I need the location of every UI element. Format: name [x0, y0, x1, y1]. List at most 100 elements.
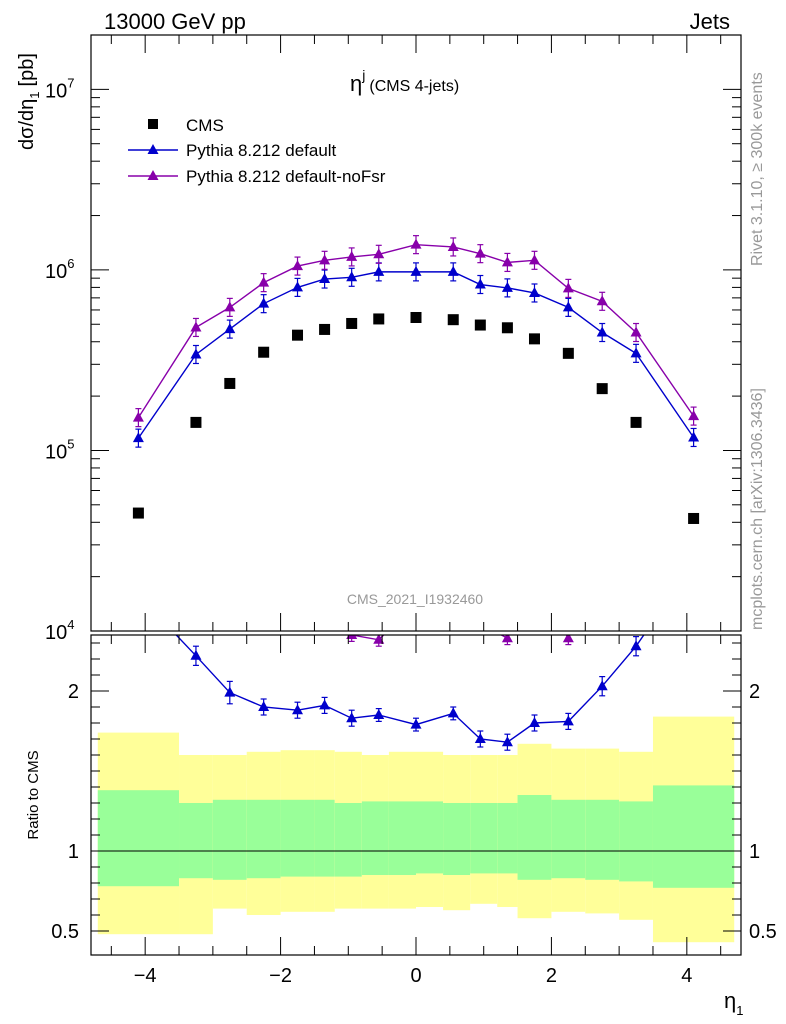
ratio-panel: −4 −2 0 2 4 0.5 0.5 1 1 2 2 Ratio to CMS [25, 501, 777, 987]
uncertainty-band-inner [212, 799, 247, 880]
data-point-pythia-nofsr [258, 276, 270, 287]
uncertainty-band-inner [551, 799, 586, 879]
uncertainty-band-inner [280, 799, 315, 877]
uncertainty-band-inner [246, 799, 281, 879]
ratio-point-pythia-nofsr [631, 501, 642, 511]
data-point-cms [474, 319, 486, 331]
data-point-pythia-nofsr [292, 260, 304, 271]
data-point-pythia-default [319, 273, 331, 284]
ratio-point-pythia-default [319, 699, 331, 710]
uncertainty-band-inner [388, 801, 416, 875]
y-tick-label: 105 [45, 436, 74, 463]
data-point-cms [596, 383, 608, 395]
data-point-pythia-nofsr [562, 282, 574, 293]
data-point-cms [319, 323, 331, 335]
data-point-pythia-nofsr [224, 301, 236, 312]
ratio-tick-label-right: 2 [749, 681, 760, 703]
data-point-pythia-default [562, 301, 574, 312]
ratio-point-pythia-default [447, 707, 459, 718]
y-tick-label: 104 [45, 617, 74, 644]
x-tick-label: 4 [681, 965, 692, 987]
data-point-cms [258, 346, 270, 358]
data-point-pythia-default [132, 432, 144, 443]
ratio-point-pythia-default [474, 733, 486, 743]
data-point-pythia-nofsr [132, 411, 144, 422]
legend-marker-pythia-default [147, 144, 159, 154]
y-tick-label: 106 [45, 256, 74, 283]
data-point-cms [688, 512, 700, 524]
ratio-point-pythia-nofsr [190, 509, 201, 519]
ratio-point-pythia-nofsr [224, 581, 235, 591]
data-point-cms [292, 329, 304, 341]
header-jets-label: Jets [690, 9, 730, 34]
x-axis-label: η1 [724, 988, 743, 1018]
ratio-point-pythia-default [630, 640, 642, 651]
y-tick-label: 107 [45, 75, 74, 102]
ratio-tick-label-right: 1 [749, 841, 760, 863]
uncertainty-band-inner [619, 801, 653, 882]
legend-entry-pythia-nofsr: Pythia 8.212 default-noFsr [128, 167, 386, 186]
x-tick-label: 2 [546, 965, 557, 987]
data-point-pythia-default [447, 265, 459, 276]
ratio-point-pythia-nofsr [529, 573, 540, 583]
data-point-pythia-nofsr [630, 326, 642, 337]
main-panel: 104 105 106 107 ηj(CMS 4-jets) CMS_2021_I19… [16, 34, 742, 644]
data-point-pythia-nofsr [474, 247, 486, 258]
ratio-point-pythia-nofsr [346, 635, 358, 639]
uncertainty-band-inner [314, 799, 335, 877]
uncertainty-band-inner [334, 803, 362, 877]
data-point-pythia-default [410, 265, 422, 276]
ratio-point-pythia-nofsr [258, 619, 269, 629]
data-point-cms [630, 416, 642, 428]
uncertainty-band-inner [470, 803, 498, 874]
ratio-point-pythia-default [346, 712, 358, 723]
data-point-pythia-default [528, 286, 540, 297]
ratio-y-axis-label: Ratio to CMS [25, 750, 42, 839]
data-point-pythia-nofsr [319, 254, 331, 265]
uncertainty-band-inner [517, 795, 552, 880]
legend-label-cms: CMS [186, 116, 224, 135]
legend-entry-cms: CMS [148, 116, 224, 135]
uncertainty-band-inner [652, 785, 735, 888]
data-point-pythia-default [501, 281, 513, 292]
data-point-pythia-nofsr [447, 240, 459, 251]
mcplots-label: mcplots.cern.ch [arXiv:1306.3436] [749, 388, 766, 630]
uncertainty-band-inner [443, 803, 471, 875]
data-point-cms [224, 377, 236, 389]
ratio-point-pythia-default [596, 680, 608, 691]
ratio-tick-label: 0.5 [51, 921, 79, 943]
data-point-pythia-default [346, 271, 358, 282]
data-point-pythia-nofsr [346, 250, 358, 261]
ratio-point-pythia-default [562, 715, 574, 726]
data-point-cms [373, 313, 385, 325]
ratio-tick-label: 1 [68, 841, 79, 863]
ratio-point-pythia-nofsr [373, 635, 385, 644]
data-point-pythia-default [688, 431, 700, 442]
legend-marker-cms [148, 119, 158, 129]
ratio-point-pythia-default [133, 589, 144, 599]
ratio-point-pythia-default [688, 557, 699, 567]
data-point-pythia-default [474, 278, 486, 289]
data-point-cms [346, 317, 358, 329]
data-point-pythia-nofsr [596, 295, 608, 306]
x-tick-label: −4 [134, 965, 157, 987]
series-line-pythia-default [137, 271, 695, 439]
ratio-point-pythia-nofsr [319, 621, 330, 631]
data-point-cms [528, 333, 540, 345]
ratio-tick-label-right: 0.5 [749, 921, 777, 943]
data-point-pythia-nofsr [528, 254, 540, 265]
data-point-pythia-nofsr [688, 410, 700, 421]
legend-label-pythia-nofsr: Pythia 8.212 default-noFsr [186, 167, 386, 186]
ratio-point-pythia-default [373, 709, 385, 719]
plot-title: ηj(CMS 4-jets) [350, 67, 459, 96]
legend-entry-pythia-default: Pythia 8.212 default [128, 141, 337, 160]
data-point-pythia-default [190, 348, 202, 359]
data-point-cms [190, 416, 202, 428]
x-tick-label: −2 [269, 965, 292, 987]
ratio-point-pythia-nofsr [562, 635, 574, 643]
uncertainty-band-inner [179, 803, 213, 879]
data-point-cms [562, 347, 574, 359]
ratio-point-pythia-default [258, 701, 270, 711]
data-point-pythia-nofsr [373, 248, 385, 259]
